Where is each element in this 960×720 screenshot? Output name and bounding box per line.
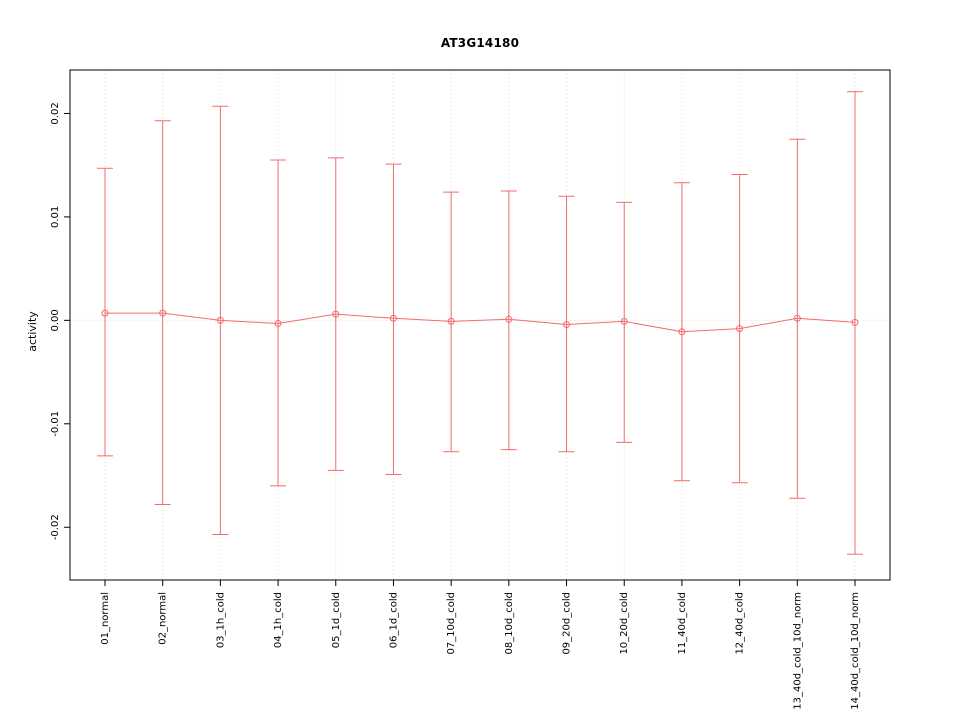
data-point	[447, 317, 455, 325]
data-point	[620, 317, 628, 325]
x-tick-label: 14_40d_cold_10d_norm	[850, 592, 861, 710]
x-tick-label: 12_40d_cold	[735, 592, 746, 655]
y-tick-label: 0.01	[50, 206, 61, 228]
plot-box	[69, 69, 891, 581]
data-point	[851, 318, 859, 326]
data-point	[563, 320, 571, 328]
y-tick-label: -0.01	[50, 411, 61, 437]
y-tick-label: -0.02	[50, 514, 61, 540]
y-tick-label: 0.02	[50, 102, 61, 124]
x-tick-label: 06_1d_cold	[388, 592, 399, 648]
y-axis-label: activity	[25, 311, 39, 352]
data-point	[216, 316, 224, 324]
chart-title: AT3G14180	[440, 36, 520, 50]
x-tick-label: 10_20d_cold	[619, 592, 630, 655]
x-tick-label: 09_20d_cold	[562, 592, 573, 655]
y-tick-label: 0.00	[50, 309, 61, 331]
x-tick-label: 02_normal	[158, 592, 169, 645]
data-point	[505, 315, 513, 323]
data-point	[274, 319, 282, 327]
data-point	[678, 328, 686, 336]
x-tick-label: 01_normal	[100, 592, 111, 645]
data-point	[389, 314, 397, 322]
x-tick-label: 04_1h_cold	[273, 592, 284, 648]
x-tick-label: 11_40d_cold	[677, 592, 688, 655]
data-point	[159, 309, 167, 317]
x-tick-label: 03_1h_cold	[215, 592, 226, 648]
data-point	[101, 309, 109, 317]
data-point	[793, 314, 801, 322]
x-tick-label: 08_10d_cold	[504, 592, 515, 655]
data-point	[736, 325, 744, 333]
x-tick-label: 13_40d_cold_10d_norm	[792, 592, 803, 710]
x-tick-label: 07_10d_cold	[446, 592, 457, 655]
series-line	[105, 312, 856, 333]
data-point	[332, 310, 340, 318]
x-tick-label: 05_1d_cold	[331, 592, 342, 648]
